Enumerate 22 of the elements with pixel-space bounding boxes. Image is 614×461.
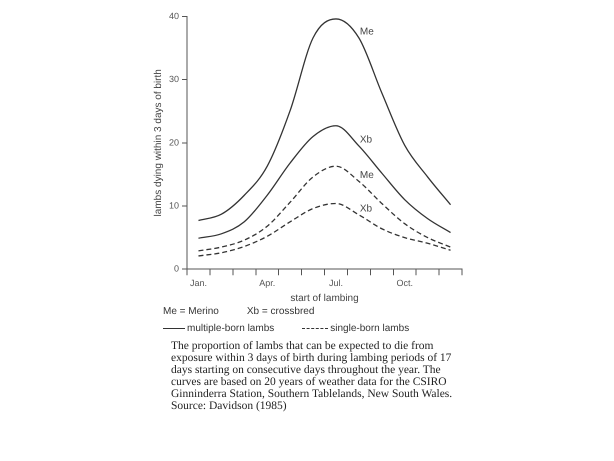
x-tick-label: Oct. <box>396 278 413 288</box>
x-tick-label: Jul. <box>328 278 343 288</box>
series-label: Xb <box>360 204 373 215</box>
text: single-born lambs <box>330 323 410 334</box>
x-axis-title: start of lambing <box>290 292 359 304</box>
y-tick-label: 20 <box>168 137 180 148</box>
y-tick-label: 0 <box>174 264 180 274</box>
text: Xb = crossbred <box>246 306 314 317</box>
series-label: Me <box>360 26 374 38</box>
x-tick-label: Apr. <box>259 278 276 288</box>
series-label: Me <box>360 170 374 182</box>
y-axis-title: lambs dying within 3 days of birth <box>152 69 164 216</box>
y-tick-label: 40 <box>168 10 180 21</box>
text: The proportion of lambs that can be expected to die from exposure within 3 days of birth during lambing periods of 17 days starting on consecutive days throughout the year. The curves are based on 20 years of weather data for the CSIRO Ginninderra Station, Southern Tablelands, New South Wales. Source: Davidson (1985) <box>171 340 454 412</box>
x-tick-label: Jan. <box>190 278 207 288</box>
text: multiple-born lambs <box>187 323 274 334</box>
line-series <box>198 18 452 222</box>
y-tick-label: 30 <box>168 74 180 84</box>
series-label: Xb <box>360 134 373 146</box>
line-series <box>198 125 452 239</box>
text: Me = Merino <box>163 306 219 317</box>
y-tick-label: 10 <box>168 200 180 210</box>
